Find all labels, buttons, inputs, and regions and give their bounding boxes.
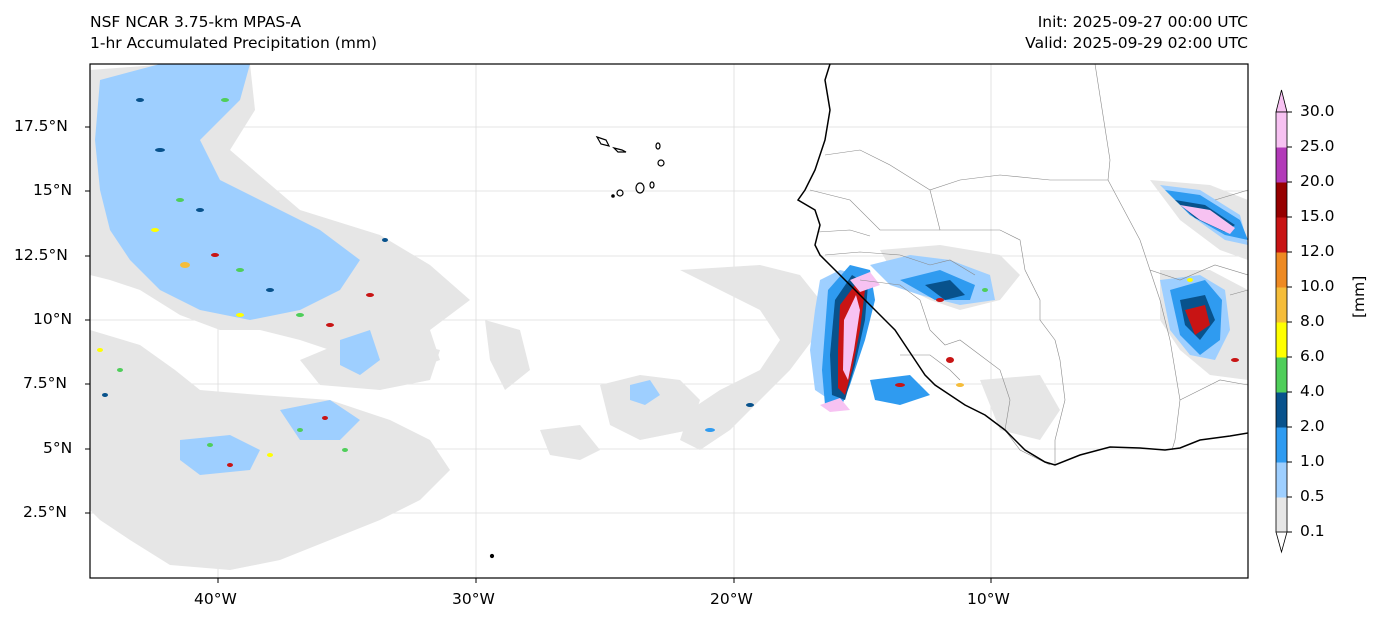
map-frame [89, 63, 1249, 579]
colorbar-segment [1276, 392, 1287, 428]
colorbar-units: [mm] [1350, 275, 1368, 318]
lat-label: 15°N [33, 181, 73, 199]
model-title: NSF NCAR 3.75-km MPAS-A [90, 13, 302, 31]
lon-label: 40°W [194, 590, 237, 608]
colorbar-segment [1276, 497, 1287, 533]
cape-verde-islands [489, 135, 665, 559]
colorbar-segment [1276, 182, 1287, 218]
lat-label: 17.5°N [14, 117, 68, 135]
axis-ticks [85, 126, 992, 583]
lat-label: 7.5°N [23, 374, 67, 392]
coastline [796, 64, 1248, 466]
country-borders [809, 64, 1248, 466]
title-left: NSF NCAR 3.75-km MPAS-A 1-hr Accumulated… [90, 12, 377, 54]
init-time: Init: 2025-09-27 00:00 UTC [1037, 13, 1248, 31]
colorbar-segment [1276, 357, 1287, 393]
title-right: Init: 2025-09-27 00:00 UTC Valid: 2025-0… [1025, 12, 1248, 54]
colorbar-over-extend [1275, 89, 1288, 113]
colorbar-segment [1276, 252, 1287, 288]
colorbar-level-label: 6.0 [1300, 347, 1325, 365]
lat-label: 2.5°N [23, 503, 67, 521]
lon-label: 20°W [710, 590, 753, 608]
colorbar-level-label: 4.0 [1300, 382, 1325, 400]
colorbar-segment [1276, 322, 1287, 358]
colorbar-level-label: 15.0 [1300, 207, 1335, 225]
colorbar-level-label: 0.1 [1300, 522, 1325, 540]
lat-label: 12.5°N [14, 246, 68, 264]
field-title: 1-hr Accumulated Precipitation (mm) [90, 34, 377, 52]
colorbar-segment [1276, 147, 1287, 183]
colorbar-level-label: 1.0 [1300, 452, 1325, 470]
lon-label: 10°W [967, 590, 1010, 608]
colorbar [1275, 89, 1292, 554]
colorbar-level-label: 12.0 [1300, 242, 1335, 260]
lat-label: 10°N [33, 310, 73, 328]
precip-heavy-cores [820, 205, 1235, 412]
colorbar-level-label: 8.0 [1300, 312, 1325, 330]
colorbar-level-label: 0.5 [1300, 487, 1325, 505]
precip-cells [97, 98, 1239, 467]
valid-time: Valid: 2025-09-29 02:00 UTC [1025, 34, 1248, 52]
colorbar-segment [1276, 287, 1287, 323]
colorbar-segment [1276, 112, 1287, 148]
colorbar-level-label: 25.0 [1300, 137, 1335, 155]
colorbar-level-label: 20.0 [1300, 172, 1335, 190]
colorbar-level-label: 10.0 [1300, 277, 1335, 295]
colorbar-level-label: 30.0 [1300, 102, 1335, 120]
colorbar-segment [1276, 462, 1287, 498]
colorbar-under-extend [1275, 531, 1288, 554]
colorbar-segment [1276, 427, 1287, 463]
lat-label: 5°N [43, 439, 73, 457]
colorbar-level-label: 2.0 [1300, 417, 1325, 435]
lon-label: 30°W [452, 590, 495, 608]
colorbar-segment [1276, 217, 1287, 253]
